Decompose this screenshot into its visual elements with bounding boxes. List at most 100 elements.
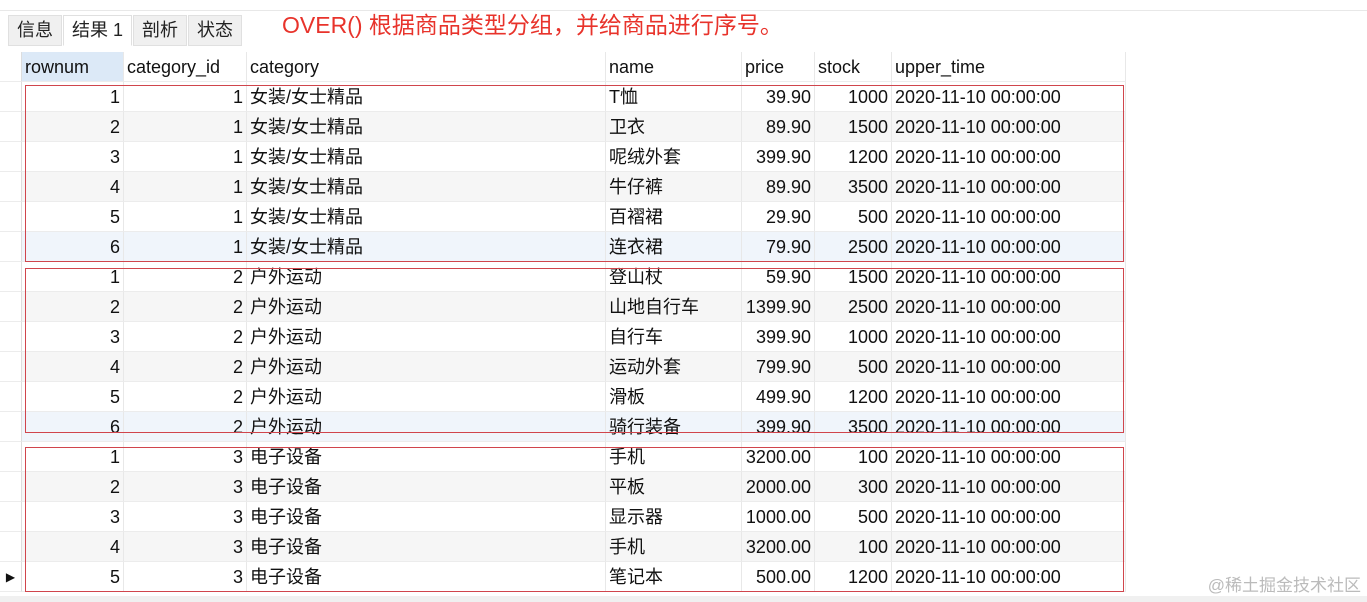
- cell-stock[interactable]: 100: [815, 532, 892, 562]
- cell-rownum[interactable]: 1: [22, 262, 124, 292]
- cell-rownum[interactable]: 3: [22, 502, 124, 532]
- cell-stock[interactable]: 3500: [815, 412, 892, 442]
- cell-upper_time[interactable]: 2020-11-10 00:00:00: [892, 262, 1126, 292]
- table-row[interactable]: ▶ 5 3 电子设备 笔记本 500.00 1200 2020-11-10 00:00:00: [0, 562, 1126, 592]
- cell-category_id[interactable]: 3: [124, 562, 247, 592]
- column-header-price[interactable]: price: [742, 52, 815, 82]
- cell-upper_time[interactable]: 2020-11-10 00:00:00: [892, 292, 1126, 322]
- cell-category[interactable]: 户外运动: [247, 322, 606, 352]
- current-row-arrow-icon[interactable]: ▶: [0, 562, 22, 592]
- cell-price[interactable]: 799.90: [742, 352, 815, 382]
- cell-price[interactable]: 89.90: [742, 112, 815, 142]
- cell-price[interactable]: 2000.00: [742, 472, 815, 502]
- cell-upper_time[interactable]: 2020-11-10 00:00:00: [892, 472, 1126, 502]
- cell-category[interactable]: 户外运动: [247, 412, 606, 442]
- cell-rownum[interactable]: 5: [22, 202, 124, 232]
- cell-price[interactable]: 3200.00: [742, 532, 815, 562]
- cell-rownum[interactable]: 6: [22, 232, 124, 262]
- cell-name[interactable]: 手机: [606, 532, 742, 562]
- cell-price[interactable]: 1000.00: [742, 502, 815, 532]
- column-header-category_id[interactable]: category_id: [124, 52, 247, 82]
- row-indicator[interactable]: [0, 262, 22, 292]
- cell-upper_time[interactable]: 2020-11-10 00:00:00: [892, 532, 1126, 562]
- cell-price[interactable]: 59.90: [742, 262, 815, 292]
- cell-name[interactable]: T恤: [606, 82, 742, 112]
- cell-category_id[interactable]: 3: [124, 442, 247, 472]
- tab-profile[interactable]: 剖析: [133, 15, 188, 46]
- tab-result-1[interactable]: 结果 1: [63, 15, 133, 46]
- cell-category[interactable]: 电子设备: [247, 442, 606, 472]
- table-row[interactable]: 1 1 女装/女士精品 T恤 39.90 1000 2020-11-10 00:00:00: [0, 82, 1126, 112]
- cell-name[interactable]: 山地自行车: [606, 292, 742, 322]
- cell-category_id[interactable]: 1: [124, 202, 247, 232]
- cell-name[interactable]: 笔记本: [606, 562, 742, 592]
- cell-category_id[interactable]: 2: [124, 412, 247, 442]
- cell-stock[interactable]: 500: [815, 502, 892, 532]
- cell-category[interactable]: 户外运动: [247, 292, 606, 322]
- table-row[interactable]: 1 3 电子设备 手机 3200.00 100 2020-11-10 00:00:00: [0, 442, 1126, 472]
- cell-category_id[interactable]: 3: [124, 502, 247, 532]
- cell-name[interactable]: 连衣裙: [606, 232, 742, 262]
- cell-upper_time[interactable]: 2020-11-10 00:00:00: [892, 82, 1126, 112]
- cell-category[interactable]: 女装/女士精品: [247, 172, 606, 202]
- cell-name[interactable]: 呢绒外套: [606, 142, 742, 172]
- table-row[interactable]: 5 1 女装/女士精品 百褶裙 29.90 500 2020-11-10 00:00:00: [0, 202, 1126, 232]
- cell-category[interactable]: 女装/女士精品: [247, 202, 606, 232]
- cell-category[interactable]: 女装/女士精品: [247, 142, 606, 172]
- cell-category[interactable]: 电子设备: [247, 502, 606, 532]
- cell-upper_time[interactable]: 2020-11-10 00:00:00: [892, 322, 1126, 352]
- cell-stock[interactable]: 2500: [815, 232, 892, 262]
- cell-rownum[interactable]: 6: [22, 412, 124, 442]
- cell-stock[interactable]: 1000: [815, 82, 892, 112]
- cell-upper_time[interactable]: 2020-11-10 00:00:00: [892, 352, 1126, 382]
- cell-name[interactable]: 骑行装备: [606, 412, 742, 442]
- table-row[interactable]: 3 1 女装/女士精品 呢绒外套 399.90 1200 2020-11-10 00:00:…: [0, 142, 1126, 172]
- row-indicator[interactable]: [0, 292, 22, 322]
- column-header-name[interactable]: name: [606, 52, 742, 82]
- row-indicator[interactable]: [0, 172, 22, 202]
- cell-upper_time[interactable]: 2020-11-10 00:00:00: [892, 172, 1126, 202]
- cell-name[interactable]: 滑板: [606, 382, 742, 412]
- cell-rownum[interactable]: 2: [22, 112, 124, 142]
- cell-name[interactable]: 平板: [606, 472, 742, 502]
- cell-rownum[interactable]: 2: [22, 472, 124, 502]
- cell-category_id[interactable]: 2: [124, 322, 247, 352]
- cell-category[interactable]: 电子设备: [247, 562, 606, 592]
- cell-upper_time[interactable]: 2020-11-10 00:00:00: [892, 232, 1126, 262]
- cell-category_id[interactable]: 1: [124, 142, 247, 172]
- cell-category[interactable]: 户外运动: [247, 382, 606, 412]
- cell-stock[interactable]: 2500: [815, 292, 892, 322]
- cell-price[interactable]: 499.90: [742, 382, 815, 412]
- cell-category_id[interactable]: 3: [124, 532, 247, 562]
- cell-category_id[interactable]: 2: [124, 382, 247, 412]
- row-indicator[interactable]: [0, 502, 22, 532]
- cell-stock[interactable]: 500: [815, 202, 892, 232]
- table-row[interactable]: 6 1 女装/女士精品 连衣裙 79.90 2500 2020-11-10 00:00:00: [0, 232, 1126, 262]
- cell-stock[interactable]: 500: [815, 352, 892, 382]
- cell-upper_time[interactable]: 2020-11-10 00:00:00: [892, 412, 1126, 442]
- cell-stock[interactable]: 1000: [815, 322, 892, 352]
- cell-rownum[interactable]: 3: [22, 322, 124, 352]
- row-indicator[interactable]: [0, 142, 22, 172]
- cell-name[interactable]: 手机: [606, 442, 742, 472]
- cell-category_id[interactable]: 1: [124, 112, 247, 142]
- cell-price[interactable]: 39.90: [742, 82, 815, 112]
- cell-name[interactable]: 卫衣: [606, 112, 742, 142]
- cell-price[interactable]: 399.90: [742, 412, 815, 442]
- cell-upper_time[interactable]: 2020-11-10 00:00:00: [892, 202, 1126, 232]
- cell-category_id[interactable]: 2: [124, 292, 247, 322]
- cell-rownum[interactable]: 5: [22, 382, 124, 412]
- table-row[interactable]: 1 2 户外运动 登山杖 59.90 1500 2020-11-10 00:00:00: [0, 262, 1126, 292]
- cell-upper_time[interactable]: 2020-11-10 00:00:00: [892, 112, 1126, 142]
- table-row[interactable]: 4 3 电子设备 手机 3200.00 100 2020-11-10 00:00:00: [0, 532, 1126, 562]
- cell-name[interactable]: 百褶裙: [606, 202, 742, 232]
- cell-upper_time[interactable]: 2020-11-10 00:00:00: [892, 382, 1126, 412]
- cell-category[interactable]: 女装/女士精品: [247, 232, 606, 262]
- table-row[interactable]: 2 2 户外运动 山地自行车 1399.90 2500 2020-11-10 00:00:0…: [0, 292, 1126, 322]
- cell-name[interactable]: 显示器: [606, 502, 742, 532]
- row-indicator[interactable]: [0, 472, 22, 502]
- cell-rownum[interactable]: 5: [22, 562, 124, 592]
- cell-category_id[interactable]: 2: [124, 352, 247, 382]
- cell-price[interactable]: 3200.00: [742, 442, 815, 472]
- cell-category_id[interactable]: 1: [124, 172, 247, 202]
